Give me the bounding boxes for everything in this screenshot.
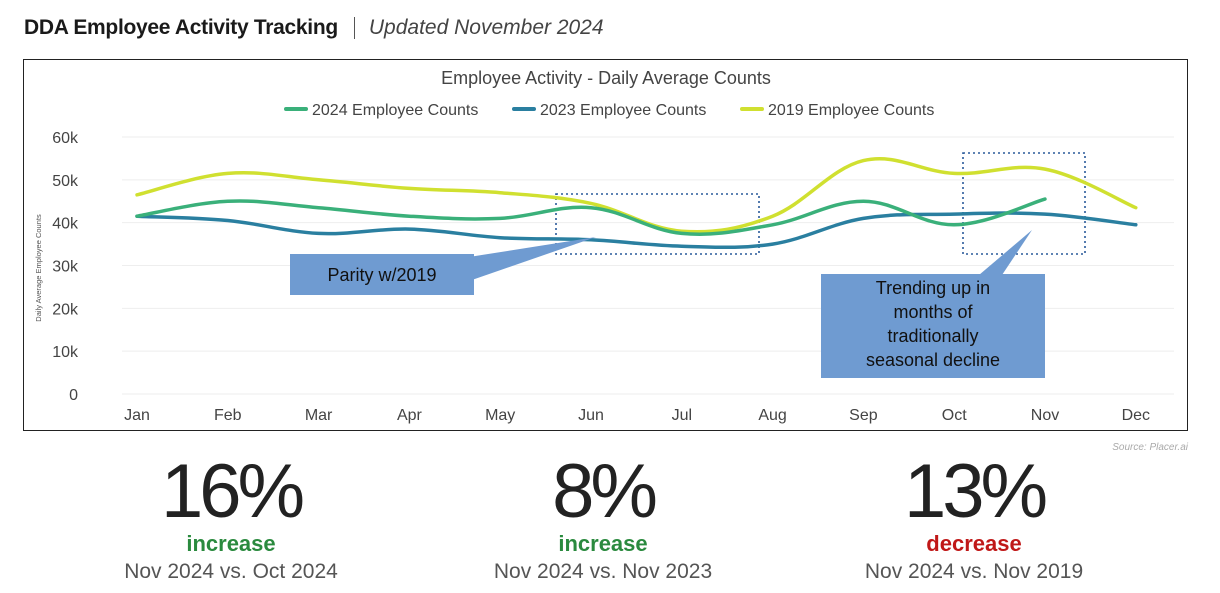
x-tick-label: Jul xyxy=(672,407,692,424)
source-note: Source: Placer.ai xyxy=(1112,442,1188,453)
stat-value: 13% xyxy=(903,449,1048,534)
stat-value: 8% xyxy=(552,449,658,534)
series-line-2024 xyxy=(135,197,1047,237)
legend-layer: 2024 Employee Counts 2023 Employee Counts… xyxy=(284,102,934,119)
stat-block-2: 8% increase Nov 2024 vs. Nov 2023 xyxy=(453,452,753,586)
x-tick-label: Dec xyxy=(1122,407,1150,424)
legend-label: 2023 Employee Counts xyxy=(540,102,706,119)
callout-line: seasonal decline xyxy=(866,350,1000,370)
y-tick-label: 0 xyxy=(69,387,78,404)
chart-title: Employee Activity - Daily Average Counts xyxy=(441,68,771,88)
parity-callout-text: Parity w/2019 xyxy=(327,265,436,285)
stat-value: 16% xyxy=(160,449,305,534)
y-tick-label: 10k xyxy=(52,344,79,361)
page-header: DDA Employee Activity Tracking Updated N… xyxy=(24,12,604,44)
activity-line-chart: 0 10k 20k 30k 40k 50k 60k Jan Feb Mar Apr May Jun Jul… xyxy=(34,68,1174,424)
x-tick-label: Jun xyxy=(578,407,604,424)
header-divider xyxy=(353,17,355,39)
x-tick-label: Oct xyxy=(942,407,967,424)
series-layer xyxy=(135,157,1138,250)
trend-highlight-box xyxy=(962,152,1086,255)
highlight-layer xyxy=(555,152,1086,255)
parity-callout-box xyxy=(290,254,474,295)
parity-callout-pointer xyxy=(469,237,596,281)
callout-line: months of xyxy=(893,302,973,322)
x-tick-label: Mar xyxy=(305,407,333,424)
parity-highlight-box xyxy=(555,193,760,255)
y-axis-label: Daily Average Employee Counts xyxy=(34,214,43,322)
x-tick-label: Sep xyxy=(849,407,878,424)
y-tick-label: 30k xyxy=(52,259,79,276)
stat-block-1: 16% increase Nov 2024 vs. Oct 2024 xyxy=(81,452,381,586)
trend-callout-text: Trending up in months of traditionally seas… xyxy=(866,278,1000,370)
callout-layer: Parity w/2019 Trending up in months of tra… xyxy=(290,230,1045,378)
axis-layer: 0 10k 20k 30k 40k 50k 60k Jan Feb Mar Apr May Jun Jul… xyxy=(52,130,1150,424)
trend-callout-box xyxy=(821,274,1045,378)
stat-comparison: Nov 2024 vs. Oct 2024 xyxy=(124,560,338,583)
series-line-2023 xyxy=(135,211,1138,250)
page-title: DDA Employee Activity Tracking xyxy=(24,16,338,39)
x-tick-label: May xyxy=(485,407,515,424)
stat-comparison: Nov 2024 vs. Nov 2023 xyxy=(493,560,713,583)
y-tick-label: 50k xyxy=(52,173,79,190)
chart-frame: 0 10k 20k 30k 40k 50k 60k Jan Feb Mar Apr May Jun Jul… xyxy=(23,59,1188,431)
y-tick-label: 40k xyxy=(52,216,79,233)
stat-direction: increase xyxy=(186,531,276,556)
x-tick-label: Nov xyxy=(1031,407,1059,424)
callout-line: Trending up in xyxy=(876,278,990,298)
trend-callout-pointer xyxy=(979,230,1032,275)
legend-label: 2019 Employee Counts xyxy=(768,102,934,119)
stat-block-3: 13% decrease Nov 2024 vs. Nov 2019 xyxy=(824,452,1124,586)
y-tick-label: 20k xyxy=(52,301,79,318)
stat-direction: decrease xyxy=(926,531,1022,556)
callout-line: traditionally xyxy=(887,326,978,346)
stat-comparison: Nov 2024 vs. Nov 2019 xyxy=(864,560,1084,583)
y-tick-label: 60k xyxy=(52,130,79,147)
x-tick-label: Feb xyxy=(214,407,242,424)
x-tick-label: Apr xyxy=(397,407,423,424)
x-tick-label: Jan xyxy=(124,407,150,424)
stat-direction: increase xyxy=(558,531,648,556)
page-subtitle: Updated November 2024 xyxy=(368,16,604,39)
legend-label: 2024 Employee Counts xyxy=(312,102,478,119)
x-tick-label: Aug xyxy=(758,407,786,424)
